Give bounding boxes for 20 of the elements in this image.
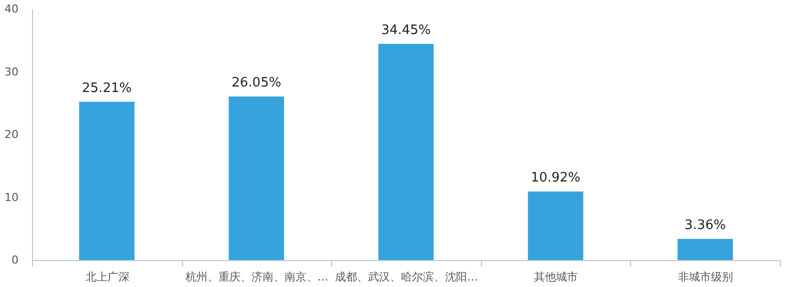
x-tick-label: 北上广深 bbox=[85, 270, 130, 284]
data-label: 10.92% bbox=[530, 170, 580, 186]
bar bbox=[528, 191, 584, 260]
x-tick-label: 杭州、重庆、济南、南京、… bbox=[184, 270, 328, 284]
data-label: 26.05% bbox=[232, 76, 282, 91]
bar bbox=[79, 102, 134, 260]
y-tick-label: 20 bbox=[4, 128, 18, 141]
bar bbox=[678, 238, 733, 260]
y-tick-label: 0 bbox=[12, 254, 18, 266]
x-tick-label: 非城市级别 bbox=[678, 270, 734, 284]
data-label: 34.45% bbox=[381, 22, 431, 38]
data-label: 25.21% bbox=[82, 80, 132, 96]
x-tick-label: 成都、武汉、哈尔滨、沈阳… bbox=[335, 270, 478, 284]
data-label: 3.36% bbox=[684, 218, 726, 233]
y-tick-label: 10 bbox=[4, 190, 18, 204]
y-tick-label: 30 bbox=[4, 65, 18, 78]
x-tick-label: 其他城市 bbox=[534, 270, 578, 284]
bar bbox=[378, 44, 434, 260]
bar bbox=[228, 96, 284, 260]
y-tick-label: 40 bbox=[4, 2, 18, 16]
